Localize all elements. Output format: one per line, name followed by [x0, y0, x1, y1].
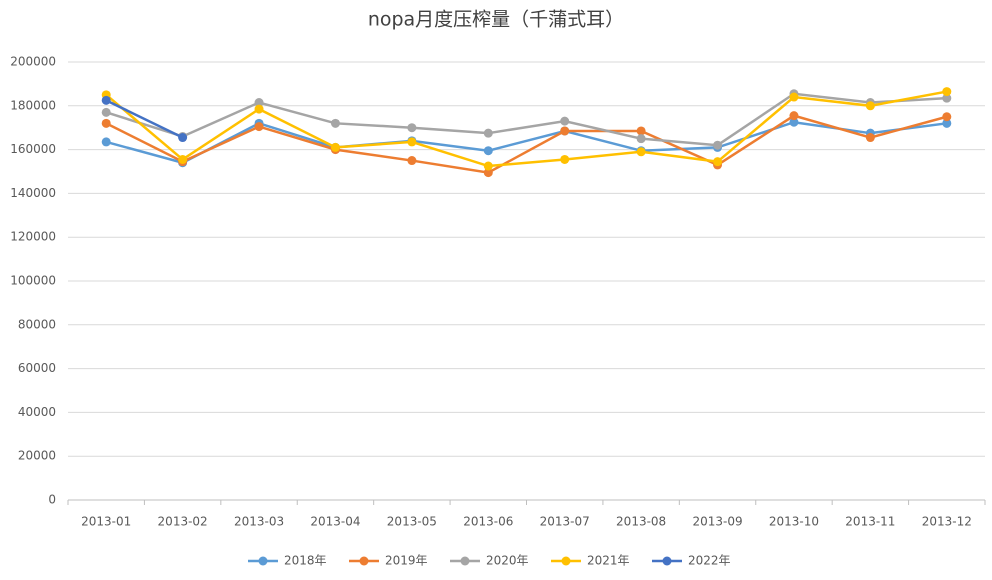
data-point: [560, 154, 570, 164]
data-point: [483, 168, 493, 178]
legend-marker: [460, 556, 470, 566]
data-point: [254, 104, 264, 114]
y-tick-label: 80000: [18, 317, 56, 331]
legend-label: 2019年: [385, 554, 428, 568]
data-point: [942, 87, 952, 97]
y-tick-label: 60000: [18, 361, 56, 375]
x-tick-label: 2013-05: [387, 515, 437, 529]
x-tick-label: 2013-07: [540, 515, 590, 529]
y-tick-label: 140000: [10, 186, 56, 200]
x-tick-label: 2013-06: [463, 515, 513, 529]
series-line: [105, 114, 948, 174]
data-point: [713, 157, 723, 167]
legend-marker: [662, 556, 672, 566]
series-line: [105, 99, 184, 139]
y-tick-label: 0: [48, 493, 56, 507]
y-tick-label: 20000: [18, 449, 56, 463]
data-point: [407, 123, 417, 133]
y-tick-label: 40000: [18, 405, 56, 419]
x-tick-label: 2013-11: [845, 515, 895, 529]
data-point: [330, 142, 340, 152]
x-tick-label: 2013-02: [158, 515, 208, 529]
legend-marker: [359, 556, 369, 566]
data-point: [483, 161, 493, 171]
data-point: [407, 137, 417, 147]
data-point: [178, 133, 188, 143]
data-point: [483, 128, 493, 138]
data-point: [101, 107, 111, 117]
x-tick-label: 2013-09: [692, 515, 742, 529]
data-point: [636, 147, 646, 157]
series-line: [105, 120, 947, 165]
data-point: [636, 126, 646, 136]
chart-title: nopa月度压榨量（千蒲式耳）: [368, 9, 624, 31]
legend-marker: [561, 556, 571, 566]
data-point: [865, 101, 875, 111]
x-tick-label: 2013-01: [81, 515, 131, 529]
data-point: [483, 146, 493, 156]
x-tick-label: 2013-04: [310, 515, 360, 529]
x-tick-label: 2013-08: [616, 515, 666, 529]
data-point: [942, 112, 952, 122]
y-tick-label: 100000: [10, 274, 56, 288]
x-tick-label: 2013-03: [234, 515, 284, 529]
y-tick-label: 180000: [10, 98, 56, 112]
data-point: [254, 98, 264, 108]
data-point: [101, 137, 111, 147]
data-point: [789, 117, 799, 127]
legend-label: 2018年: [284, 554, 327, 568]
data-point: [178, 154, 188, 164]
legend-label: 2021年: [587, 554, 630, 568]
data-point: [865, 133, 875, 143]
data-point: [560, 116, 570, 126]
y-tick-label: 120000: [10, 230, 56, 244]
data-point: [789, 92, 799, 102]
legend-marker: [258, 556, 268, 566]
data-point: [407, 156, 417, 166]
data-point: [942, 118, 952, 128]
y-tick-label: 200000: [10, 55, 56, 69]
x-tick-label: 2013-12: [922, 515, 972, 529]
data-point: [636, 134, 646, 144]
data-point: [101, 95, 111, 105]
data-point: [713, 140, 723, 150]
data-point: [254, 122, 264, 132]
series-line: [105, 92, 947, 147]
data-point: [942, 93, 952, 103]
legend-label: 2020年: [486, 554, 529, 568]
data-point: [789, 111, 799, 121]
y-tick-label: 160000: [10, 142, 56, 156]
series-line: [105, 90, 948, 168]
data-point: [330, 118, 340, 128]
x-tick-label: 2013-10: [769, 515, 819, 529]
legend-label: 2022年: [688, 554, 731, 568]
data-point: [560, 126, 570, 136]
data-point: [101, 118, 111, 128]
